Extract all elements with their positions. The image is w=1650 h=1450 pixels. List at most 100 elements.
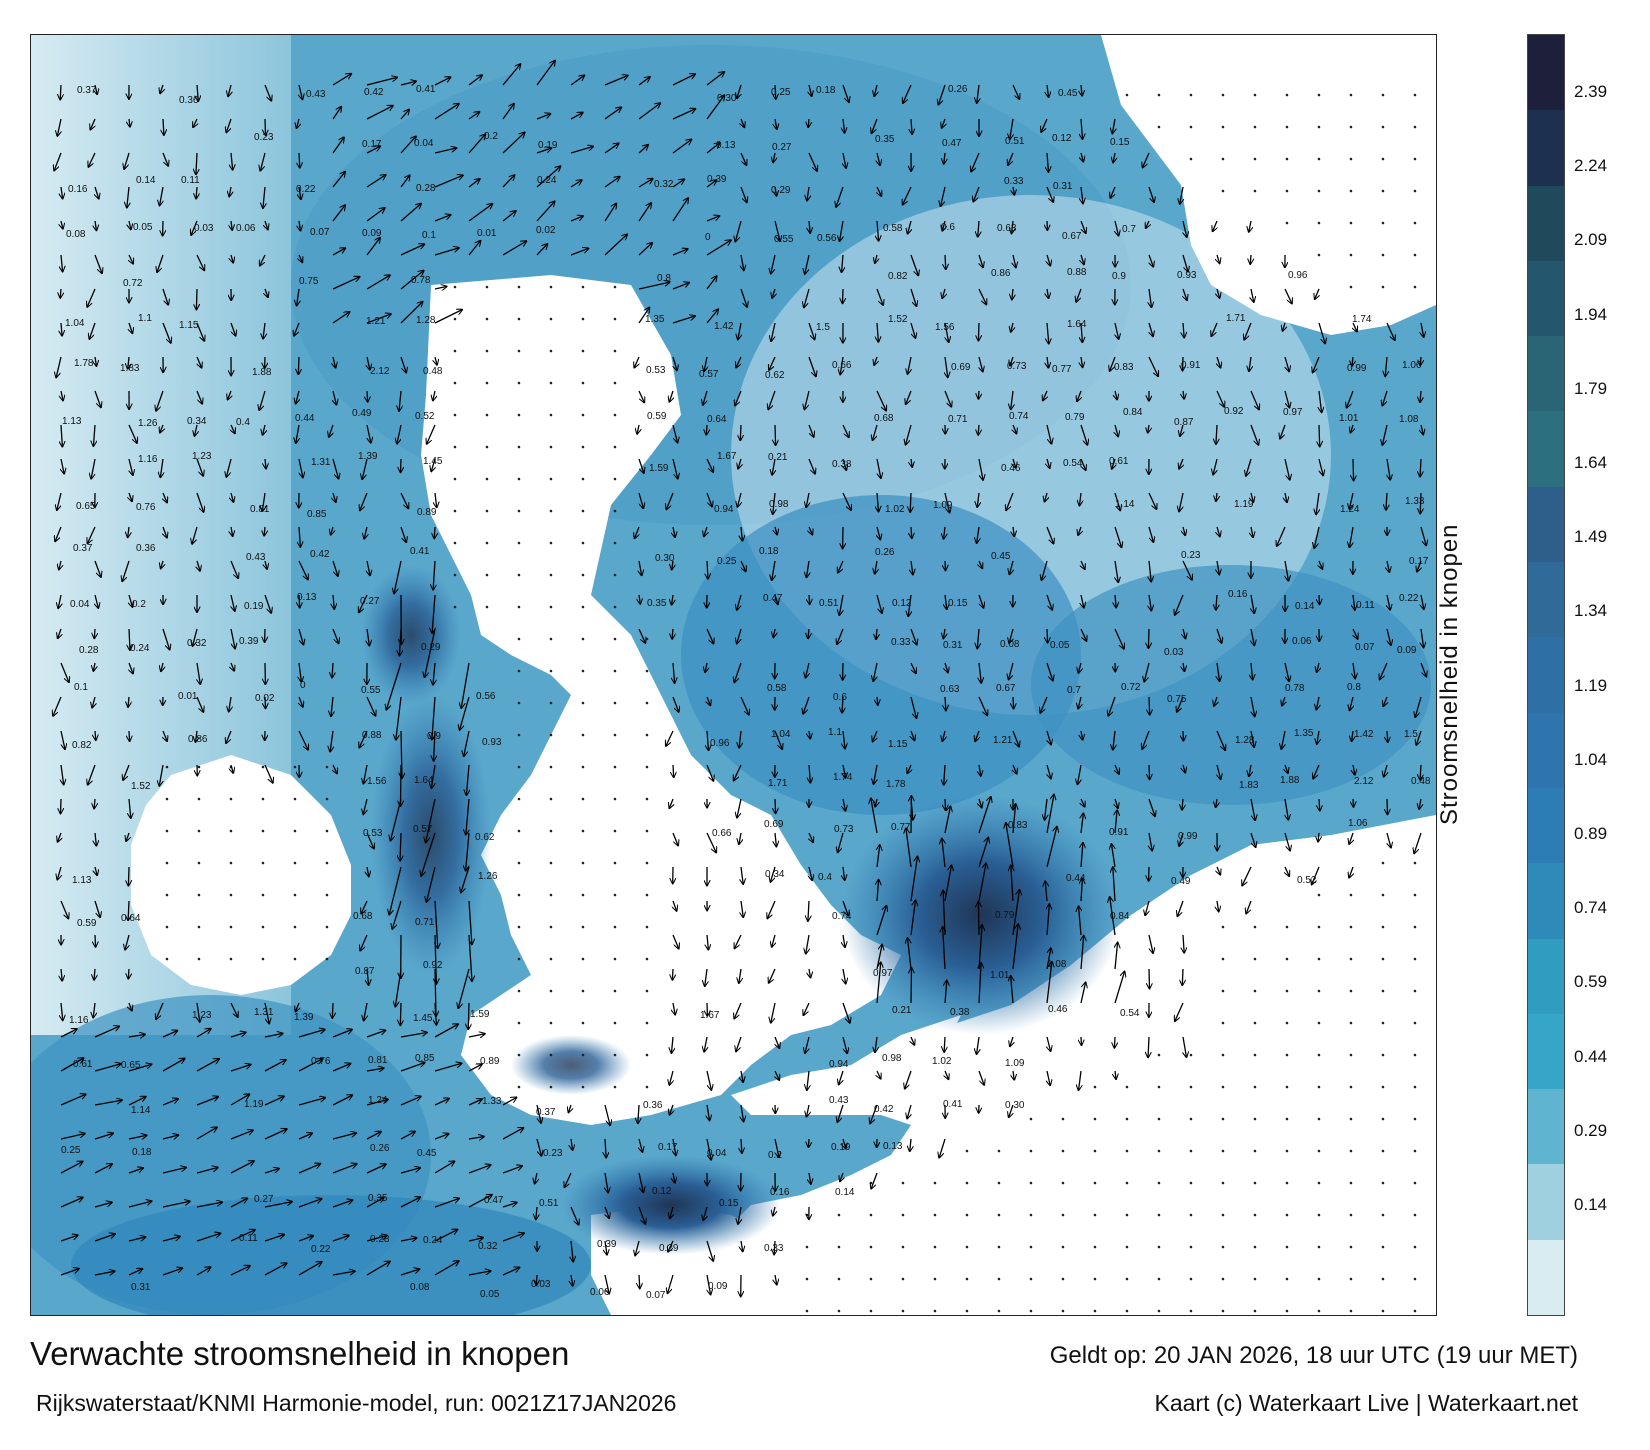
current-arrow — [706, 276, 717, 290]
current-arrow — [1113, 730, 1115, 750]
speed-label: 1.08 — [1399, 414, 1419, 425]
current-arrow — [433, 662, 435, 685]
grid-dot — [1221, 1053, 1225, 1057]
current-arrow — [1387, 798, 1388, 815]
speed-label: 0.77 — [1052, 364, 1072, 375]
current-arrow — [906, 828, 912, 868]
current-arrow — [1353, 322, 1357, 332]
grid-dot — [1221, 1149, 1225, 1153]
current-arrow — [264, 84, 271, 101]
grid-dot — [613, 413, 617, 417]
current-arrow — [332, 277, 360, 290]
current-arrow — [1149, 560, 1151, 582]
current-arrow — [1387, 560, 1389, 572]
current-arrow — [196, 322, 204, 341]
current-arrow — [911, 968, 912, 1004]
current-arrow — [434, 1161, 455, 1174]
current-arrow — [1148, 424, 1149, 433]
current-arrow — [905, 1070, 912, 1089]
speed-label: 0.19 — [244, 601, 264, 612]
current-arrow — [400, 1096, 421, 1106]
current-arrow — [672, 968, 673, 980]
current-arrow — [944, 1036, 945, 1052]
grid-dot — [1221, 1309, 1225, 1313]
colorbar-segment — [1528, 1239, 1564, 1315]
current-arrow — [1250, 424, 1259, 445]
current-arrow — [163, 526, 167, 538]
current-arrow — [264, 1169, 279, 1174]
grid-dot — [1413, 1085, 1417, 1089]
valid-time: Geldt op: 20 JAN 2026, 18 uur UTC (19 uu… — [1049, 1342, 1578, 1369]
speed-label: 0.32 — [187, 638, 207, 649]
grid-dot — [293, 925, 297, 929]
current-arrow — [808, 458, 815, 474]
current-arrow — [1079, 906, 1082, 936]
grid-dot — [1253, 925, 1257, 929]
grid-dot — [837, 1213, 841, 1217]
current-arrow — [1417, 560, 1421, 572]
current-arrow — [740, 696, 749, 715]
current-arrow — [1110, 897, 1116, 936]
current-arrow — [299, 696, 303, 707]
current-arrow — [333, 764, 337, 774]
current-arrow — [298, 1262, 322, 1276]
current-arrow — [1013, 1070, 1014, 1080]
current-arrow — [431, 458, 435, 472]
current-arrow — [1144, 662, 1150, 682]
grid-dot — [1317, 221, 1321, 225]
grid-dot — [549, 701, 553, 705]
current-arrow — [707, 696, 711, 706]
current-arrow — [1213, 458, 1217, 475]
speed-label: 0.66 — [712, 828, 732, 839]
speed-label: 0.87 — [355, 966, 375, 977]
speed-label: 1.71 — [768, 778, 788, 789]
grid-dot — [1381, 221, 1385, 225]
grid-dot — [549, 829, 553, 833]
speed-label: 0.89 — [417, 507, 437, 518]
speed-label: 1.09 — [933, 500, 953, 511]
grid-dot — [517, 541, 521, 545]
grid-dot — [325, 893, 329, 897]
current-arrow — [910, 492, 911, 512]
current-arrow — [1179, 458, 1183, 469]
current-arrow — [604, 177, 620, 188]
speed-label: 0.09 — [362, 228, 382, 239]
current-arrow — [839, 594, 844, 615]
speed-label: 0.79 — [995, 910, 1015, 921]
grid-dot — [293, 765, 297, 769]
current-arrow — [332, 1200, 353, 1208]
grid-dot — [1381, 1085, 1385, 1089]
current-arrow — [1216, 390, 1224, 407]
current-arrow — [298, 1133, 312, 1140]
grid-dot — [517, 637, 521, 641]
current-arrow — [502, 241, 527, 256]
grid-dot — [581, 925, 585, 929]
current-arrow — [160, 186, 164, 206]
current-arrow — [502, 1128, 524, 1140]
current-arrow — [910, 628, 917, 645]
speed-label: 0.32 — [654, 179, 674, 190]
grid-dot — [1253, 1117, 1257, 1121]
grid-dot — [1349, 893, 1353, 897]
current-arrow — [91, 458, 96, 479]
current-arrow — [1319, 424, 1320, 447]
current-arrow — [1081, 322, 1082, 343]
current-arrow — [299, 526, 300, 547]
speed-label: 0.85 — [307, 509, 327, 520]
current-arrow — [942, 288, 945, 299]
current-arrow — [1386, 492, 1387, 510]
current-arrow — [1182, 968, 1183, 985]
speed-label: 1.1 — [828, 727, 842, 738]
grid-dot — [1157, 1085, 1161, 1089]
current-arrow — [772, 458, 775, 475]
current-arrow — [774, 1138, 779, 1158]
grid-dot — [325, 957, 329, 961]
colorbar-tick-label: 1.94 — [1574, 304, 1608, 324]
current-arrow — [1148, 356, 1158, 376]
current-arrow — [333, 492, 336, 502]
current-arrow — [775, 526, 777, 535]
current-arrow — [458, 968, 470, 1008]
current-arrow — [1009, 560, 1013, 575]
speed-label: 0.7 — [1122, 224, 1136, 235]
current-arrow — [1318, 322, 1325, 344]
